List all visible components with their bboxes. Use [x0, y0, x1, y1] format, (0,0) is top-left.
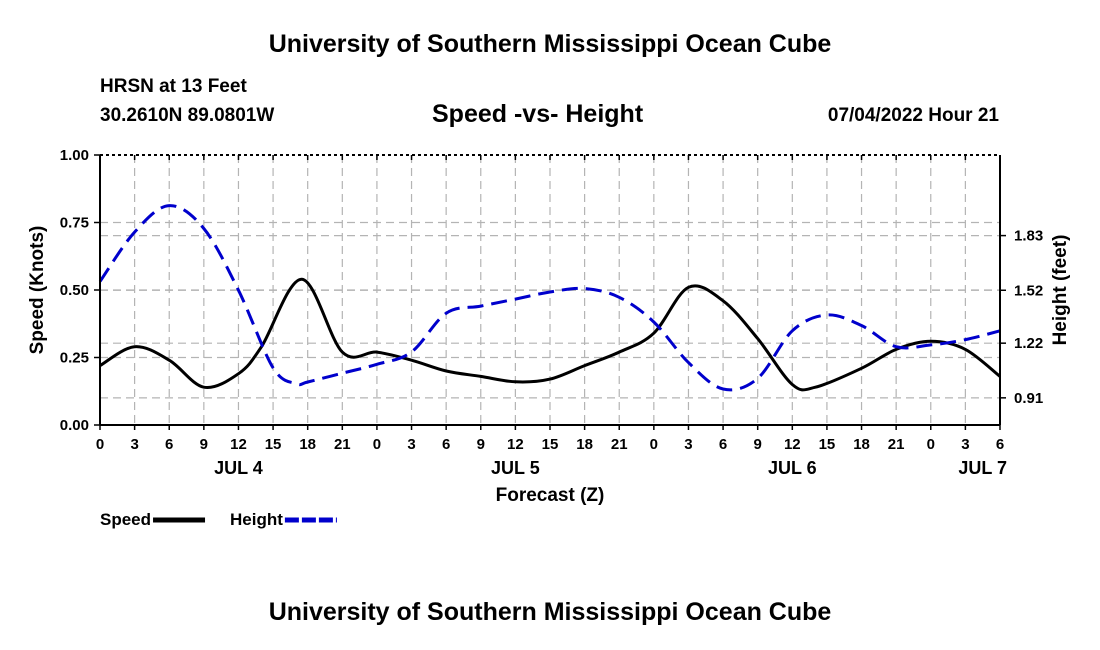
legend-label-height: Height: [230, 510, 283, 529]
x-tick-label: 0: [373, 436, 381, 453]
x-tick-label: 18: [299, 436, 316, 453]
series-line-speed: [99, 277, 1001, 392]
x-tick-label: 9: [477, 436, 485, 453]
x-axis-title: Forecast (Z): [496, 485, 605, 506]
x-tick-label: 6: [996, 436, 1004, 453]
x-tick-label: 0: [927, 436, 935, 453]
x-tick-label: 9: [754, 436, 762, 453]
x-tick-label: 6: [442, 436, 450, 453]
day-label: JUL 7: [958, 458, 1007, 478]
y-tick-label-right: 1.22: [1014, 335, 1043, 352]
x-tick-label: 12: [784, 436, 801, 453]
x-tick-label: 6: [719, 436, 727, 453]
y-axis-title-right: Height (feet): [1050, 235, 1071, 346]
x-tick-label: 9: [200, 436, 208, 453]
y-tick-label-right: 0.91: [1014, 390, 1043, 407]
day-label: JUL 5: [491, 458, 540, 478]
y-tick-label-right: 1.52: [1014, 282, 1043, 299]
x-tick-label: 18: [576, 436, 593, 453]
axis-labels: 0 3 6 9 12 15 18 21 0 3 6 9 12 15 18 21 0 3 6 9 12 15 18 21 0 3 6 J…: [27, 147, 1071, 506]
x-tick-label: 3: [684, 436, 692, 453]
axes: [94, 154, 1006, 430]
x-tick-label: 12: [230, 436, 247, 453]
y-tick-label-left: 0.25: [60, 350, 89, 367]
x-tick-label: 3: [130, 436, 138, 453]
station-label: HRSN at 13 Feet: [100, 76, 247, 97]
y-axis-title-left: Speed (Knots): [27, 226, 48, 355]
x-tick-label: 15: [265, 436, 282, 453]
y-tick-label-left: 0.00: [60, 417, 89, 434]
grid: [100, 155, 1000, 425]
legend: Speed Height: [100, 510, 337, 529]
x-tick-label: 21: [611, 436, 628, 453]
y-tick-label-left: 1.00: [60, 147, 89, 164]
y-tick-label-right: 1.83: [1014, 228, 1043, 245]
x-tick-label: 3: [961, 436, 969, 453]
x-tick-label: 18: [853, 436, 870, 453]
y-tick-label-left: 0.50: [60, 282, 89, 299]
x-tick-label: 21: [888, 436, 905, 453]
day-label: JUL 4: [214, 458, 263, 478]
y-tick-label-left: 0.75: [60, 215, 89, 232]
coordinates-label: 30.2610N 89.0801W: [100, 105, 275, 126]
forecast-datetime: 07/04/2022 Hour 21: [827, 105, 999, 126]
x-tick-label: 15: [819, 436, 836, 453]
footer-title: University of Southern Mississippi Ocean…: [268, 598, 832, 626]
x-tick-label: 15: [542, 436, 559, 453]
series-layer: [98, 204, 1001, 392]
legend-label-speed: Speed: [100, 510, 151, 529]
x-tick-label: 6: [165, 436, 173, 453]
x-tick-label: 12: [507, 436, 524, 453]
day-label: JUL 6: [768, 458, 817, 478]
x-tick-label: 0: [96, 436, 104, 453]
x-tick-label: 0: [650, 436, 658, 453]
chart-subtitle: Speed -vs- Height: [432, 100, 644, 128]
chart-title: University of Southern Mississippi Ocean…: [268, 30, 832, 58]
series-line-height: [98, 204, 1001, 392]
x-tick-label: 21: [334, 436, 351, 453]
x-tick-label: 3: [407, 436, 415, 453]
